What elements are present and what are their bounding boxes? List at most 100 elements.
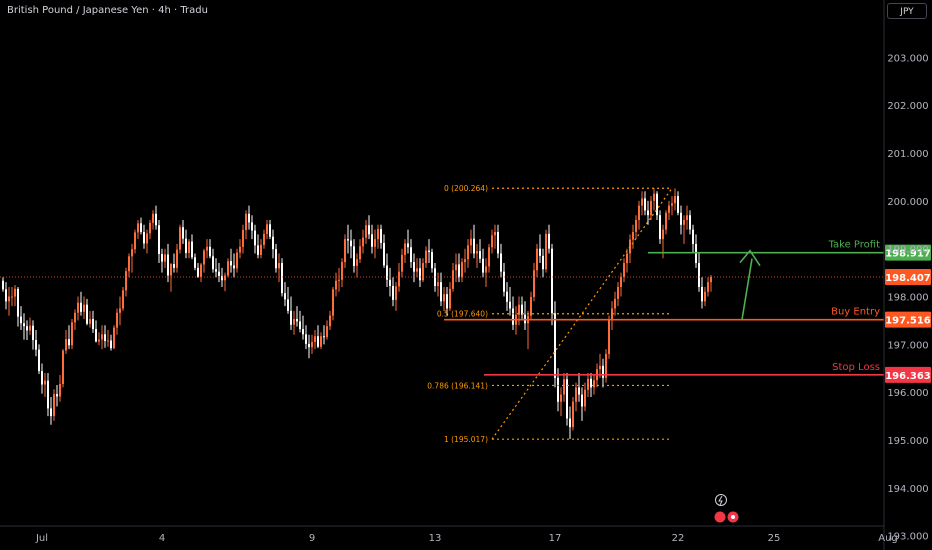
candle-body bbox=[80, 302, 82, 312]
candle-body bbox=[521, 304, 523, 315]
candle-body bbox=[188, 241, 190, 253]
candle-body bbox=[230, 261, 232, 266]
candle-body bbox=[455, 264, 457, 271]
candle-body bbox=[44, 380, 46, 385]
candle-body bbox=[623, 263, 625, 277]
candle-body bbox=[386, 265, 388, 280]
candle-body bbox=[155, 213, 157, 226]
currency-badge[interactable]: JPY bbox=[887, 3, 927, 19]
candle-body bbox=[260, 244, 262, 255]
candle-body bbox=[185, 238, 187, 253]
candle-body bbox=[377, 229, 379, 240]
candle-body bbox=[701, 286, 703, 302]
candle-body bbox=[389, 279, 391, 286]
candle-body bbox=[308, 343, 310, 348]
y-tick-label: 201.000 bbox=[887, 149, 928, 160]
candle-body bbox=[149, 222, 151, 234]
chart-title: British Pound / Japanese Yen · 4h · Trad… bbox=[7, 5, 208, 16]
candle-body bbox=[569, 418, 571, 428]
candle-body bbox=[458, 264, 460, 278]
last-price-badge bbox=[885, 269, 931, 286]
candle-body bbox=[224, 275, 226, 281]
candle-body bbox=[299, 321, 301, 330]
candle-body bbox=[14, 288, 16, 297]
candle-body bbox=[584, 389, 586, 407]
candle-body bbox=[620, 276, 622, 287]
candle-body bbox=[41, 371, 43, 385]
candle-body bbox=[671, 203, 673, 206]
candle-body bbox=[263, 233, 265, 245]
price-badge-label: 197.516 bbox=[885, 316, 931, 327]
candle-body bbox=[614, 298, 616, 309]
candle-body bbox=[506, 291, 508, 302]
trade-levels: Take Profit 198.917 Buy Entry 197.516 Stop L… bbox=[0, 240, 931, 383]
candle-body bbox=[245, 213, 247, 231]
candle-body bbox=[581, 394, 583, 407]
candle-body bbox=[20, 316, 22, 324]
candle-body bbox=[482, 258, 484, 273]
candle-body bbox=[410, 247, 412, 263]
candle-body bbox=[137, 223, 139, 233]
candle-body bbox=[431, 252, 433, 269]
candle-body bbox=[542, 255, 544, 270]
trade-level-label: Buy Entry bbox=[831, 307, 880, 318]
x-tick-label: 17 bbox=[549, 533, 562, 544]
candle-body bbox=[665, 212, 667, 230]
candle-body bbox=[512, 308, 514, 325]
candle-body bbox=[404, 243, 406, 255]
candle-body bbox=[464, 259, 466, 263]
candle-body bbox=[101, 334, 103, 340]
candle-body bbox=[257, 245, 259, 255]
candle-body bbox=[677, 196, 679, 213]
candle-body bbox=[563, 379, 565, 395]
candle-body bbox=[659, 215, 661, 240]
fibonacci-retracement: 0 (200.264) 0.5 (197.640) 0.786 (196.141) 1… bbox=[427, 184, 673, 444]
candle-body bbox=[140, 223, 142, 232]
candle-body bbox=[23, 323, 25, 327]
candle-body bbox=[536, 248, 538, 271]
candle-body bbox=[77, 302, 79, 313]
candle-body bbox=[332, 289, 334, 316]
candle-body bbox=[59, 384, 61, 397]
candle-body bbox=[365, 225, 367, 238]
candle-body bbox=[470, 238, 472, 246]
candle-body bbox=[710, 276, 712, 283]
candle-body bbox=[116, 312, 118, 328]
candle-body bbox=[593, 380, 595, 388]
candle-body bbox=[533, 270, 535, 297]
candle-body bbox=[236, 252, 238, 269]
candle-body bbox=[47, 380, 49, 409]
candle-body bbox=[680, 212, 682, 225]
candle-body bbox=[89, 319, 91, 324]
candle-body bbox=[437, 282, 439, 286]
candle-body bbox=[503, 271, 505, 292]
candle-body bbox=[317, 336, 319, 347]
candle-body bbox=[557, 377, 559, 402]
candle-body bbox=[86, 304, 88, 324]
candle-body bbox=[467, 245, 469, 260]
y-tick-label: 193.000 bbox=[887, 532, 928, 543]
candle-body bbox=[578, 387, 580, 395]
candle-body bbox=[608, 320, 610, 354]
candle-body bbox=[422, 263, 424, 281]
candle-body bbox=[545, 233, 547, 270]
candle-body bbox=[329, 315, 331, 327]
candle-body bbox=[131, 249, 133, 257]
candle-body bbox=[353, 246, 355, 266]
candle-body bbox=[479, 251, 481, 259]
candle-body bbox=[83, 304, 85, 312]
lightning-icon bbox=[715, 494, 727, 506]
candle-body bbox=[275, 249, 277, 269]
candle-body bbox=[638, 205, 640, 220]
candle-body bbox=[566, 379, 568, 419]
projection-arrow bbox=[741, 258, 753, 320]
candle-body bbox=[125, 271, 127, 291]
candle-body bbox=[401, 254, 403, 272]
y-tick-label: 194.000 bbox=[887, 484, 928, 495]
candle-body bbox=[218, 271, 220, 276]
candle-body bbox=[311, 341, 313, 348]
candle-body bbox=[227, 261, 229, 276]
y-tick-label: 202.000 bbox=[887, 101, 928, 112]
candle-body bbox=[548, 233, 550, 249]
